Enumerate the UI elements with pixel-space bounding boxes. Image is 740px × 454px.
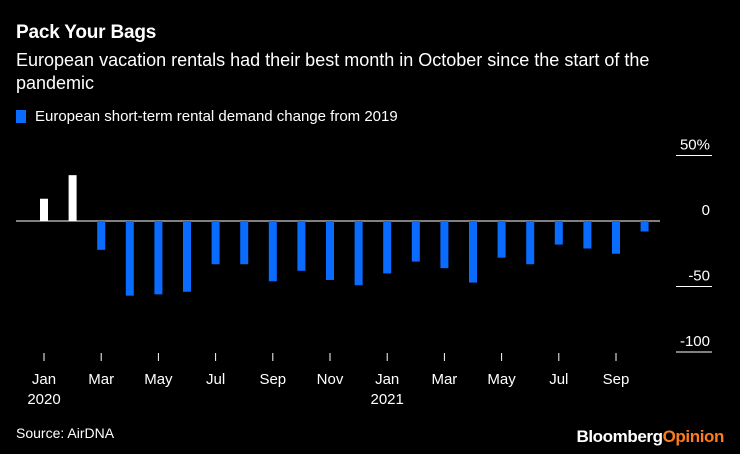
y-tick-label: 0 — [702, 202, 710, 219]
bar-feb-2021 — [411, 221, 420, 262]
bar-jun-2021 — [526, 221, 535, 265]
brand-logo: BloombergOpinion — [576, 427, 724, 447]
bar-jan-2021 — [383, 221, 392, 274]
x-tick-label-month: Mar — [88, 371, 114, 388]
y-tick-label: 50% — [680, 137, 710, 154]
x-tick-label-month: Sep — [603, 371, 630, 388]
brand-main: Bloomberg — [576, 427, 663, 446]
bar-jun-2020 — [183, 221, 191, 292]
bar-apr-2021 — [469, 221, 477, 283]
x-tick-label-year: 2020 — [27, 391, 60, 408]
bar-may-2021 — [497, 221, 506, 258]
bar-mar-2020 — [97, 221, 106, 250]
x-tick-label-month: Jul — [206, 371, 225, 388]
legend-swatch — [16, 110, 26, 123]
chart-subtitle: European vacation rentals had their best… — [16, 50, 650, 93]
x-tick-label-month: May — [487, 371, 516, 388]
bar-sep-2021 — [612, 221, 620, 254]
bar-jan-2020 — [40, 198, 48, 221]
brand-accent: Opinion — [662, 427, 725, 446]
chart-legend: European short-term rental demand change… — [16, 108, 398, 125]
bar-apr-2020 — [125, 221, 134, 296]
bar-dec-2020 — [354, 221, 363, 286]
bar-aug-2021 — [583, 221, 592, 249]
bar-oct-2021 — [640, 221, 649, 232]
bar-oct-2020 — [297, 221, 306, 271]
bar-aug-2020 — [240, 221, 249, 265]
source-note: Source: AirDNA — [16, 425, 115, 441]
y-tick-label: -100 — [680, 333, 710, 350]
x-tick-label-month: Nov — [317, 371, 344, 388]
bar-jul-2021 — [554, 221, 563, 245]
bar-feb-2020 — [68, 175, 77, 221]
bar-sep-2020 — [268, 221, 277, 282]
legend-label: European short-term rental demand change… — [35, 108, 398, 125]
x-tick-label-year: 2021 — [371, 391, 404, 408]
bar-mar-2021 — [440, 221, 449, 269]
y-tick-label: -50 — [688, 268, 710, 285]
x-tick-label-month: Jan — [375, 371, 399, 388]
x-tick-label-month: Mar — [431, 371, 457, 388]
x-tick-label-month: Jan — [32, 371, 56, 388]
bar-may-2020 — [154, 221, 163, 295]
x-tick-label-month: Sep — [259, 371, 286, 388]
x-tick-label-month: May — [144, 371, 173, 388]
x-tick-label-month: Jul — [549, 371, 568, 388]
chart-title: Pack Your Bags — [16, 22, 157, 43]
bar-jul-2020 — [211, 221, 220, 265]
bar-nov-2020 — [326, 221, 334, 280]
